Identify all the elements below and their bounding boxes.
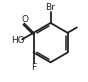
Text: HO: HO: [11, 36, 25, 45]
Text: F: F: [31, 63, 36, 72]
Text: Br: Br: [46, 3, 56, 12]
Text: O: O: [22, 15, 29, 24]
